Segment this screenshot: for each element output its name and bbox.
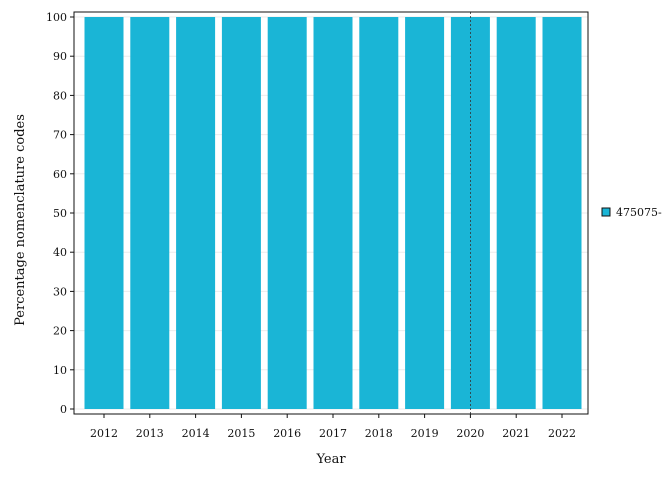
- legend-swatch: [601, 207, 611, 217]
- y-tick-label: 40: [53, 246, 67, 259]
- x-tick-label: 2017: [319, 427, 347, 440]
- x-tick-label: 2020: [456, 427, 484, 440]
- x-tick-label: 2016: [273, 427, 301, 440]
- y-tick-label: 10: [53, 364, 67, 377]
- y-tick-label: 50: [53, 207, 67, 220]
- x-tick-label: 2021: [502, 427, 530, 440]
- y-tick-label: 60: [53, 168, 67, 181]
- x-axis: 2012 2013 2014 2015 2016 2017 2018 2019 2020 2021…: [90, 414, 576, 440]
- bar-2014: [176, 17, 216, 409]
- x-tick-label: 2014: [182, 427, 210, 440]
- y-tick-label: 20: [53, 325, 67, 338]
- y-axis: 0 10 20 30 40 50 60 70 80 90 100: [46, 11, 74, 416]
- x-tick-label: 2013: [136, 427, 164, 440]
- y-tick-label: 0: [60, 403, 67, 416]
- x-tick-label: 2018: [365, 427, 393, 440]
- bar-series: [84, 17, 582, 409]
- bar-2015: [221, 17, 261, 409]
- x-tick-label: 2022: [548, 427, 576, 440]
- bar-2018: [359, 17, 399, 409]
- bar-2016: [267, 17, 307, 409]
- y-tick-label: 30: [53, 285, 67, 298]
- y-tick-label: 100: [46, 11, 67, 24]
- y-tick-label: 70: [53, 129, 67, 142]
- y-tick-label: 90: [53, 50, 67, 63]
- x-tick-label: 2012: [90, 427, 118, 440]
- y-tick-label: 80: [53, 89, 67, 102]
- x-axis-title: Year: [315, 452, 346, 467]
- x-tick-label: 2015: [227, 427, 255, 440]
- bar-2021: [496, 17, 536, 409]
- legend-label: 475075-: [616, 206, 662, 219]
- bar-2012: [84, 17, 124, 409]
- x-tick-label: 2019: [411, 427, 439, 440]
- bar-2013: [130, 17, 170, 409]
- legend: 475075-: [601, 206, 662, 219]
- bar-2017: [313, 17, 353, 409]
- bar-2022: [542, 17, 582, 409]
- bar-2019: [405, 17, 445, 409]
- y-axis-title: Percentage nomenclature codes: [13, 114, 28, 326]
